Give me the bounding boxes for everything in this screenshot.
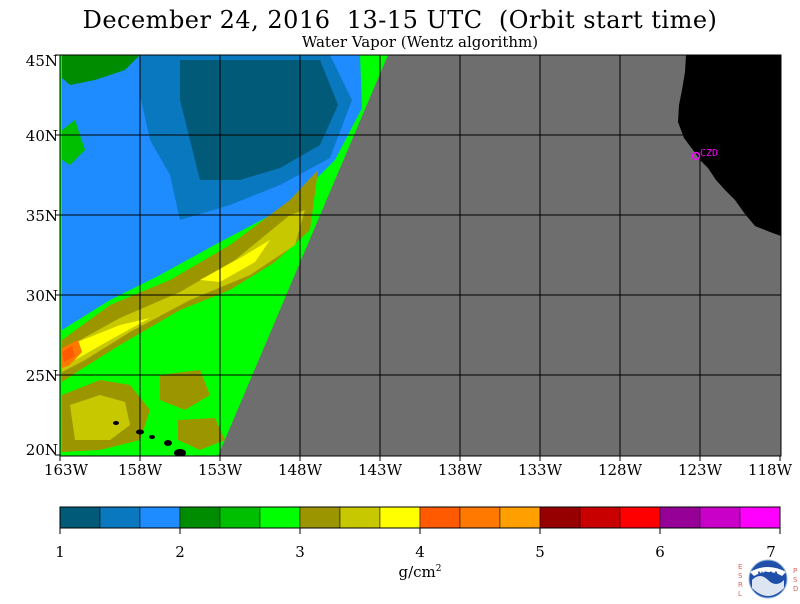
psd-letter-d: D [793, 585, 798, 593]
esrl-letters: E S R L [738, 563, 743, 598]
colorbar-tick-6: 6 [655, 543, 665, 561]
colorbar-swatch [59, 506, 101, 529]
colorbar-tick-5: 5 [535, 543, 545, 561]
colorbar-tick-1: 1 [55, 543, 65, 561]
colorbar-swatch [579, 506, 621, 529]
colorbar-swatch [259, 506, 301, 529]
colorbar-tick-7: 7 [766, 543, 776, 561]
lon-label-138w: 138W [437, 461, 483, 479]
lat-label-45n: 45N [25, 52, 58, 70]
colorbar-tick-2: 2 [175, 543, 185, 561]
colorbar-swatch [499, 506, 541, 529]
lat-label-40n: 40N [25, 127, 58, 145]
colorbar-tick-3: 3 [295, 543, 305, 561]
psd-letters: P S D [793, 567, 798, 593]
lon-label-128w: 128W [597, 461, 643, 479]
chart-subtitle: Water Vapor (Wentz algorithm) [301, 33, 539, 51]
lon-label-123w: 123W [677, 461, 723, 479]
land-mass [678, 55, 781, 236]
lon-label-158w: 158W [117, 461, 163, 479]
colorbar-swatch [139, 506, 181, 529]
lon-label-153w: 153W [197, 461, 243, 479]
colorbar-swatch [419, 506, 461, 529]
lat-label-20n: 20N [25, 441, 58, 459]
colorbar-swatch [699, 506, 741, 529]
noaa-logo-text: NOAA [758, 570, 779, 578]
lon-label-118w: 118W [747, 461, 793, 479]
colorbar-swatch [179, 506, 221, 529]
psd-letter-s: S [793, 576, 798, 584]
colorbar-swatch [379, 506, 421, 529]
colorbar-swatch [99, 506, 141, 529]
lon-label-133w: 133W [517, 461, 563, 479]
lat-label-35n: 35N [25, 207, 58, 225]
map-frame [59, 54, 782, 457]
lon-label-163w: 163W [43, 461, 89, 479]
esrl-letter-e: E [738, 563, 742, 571]
station-marker [691, 151, 701, 161]
colorbar-swatch [659, 506, 701, 529]
colorbar-swatch [459, 506, 501, 529]
colorbar-swatch [299, 506, 341, 529]
colorbar-units: g/cm2 [380, 563, 460, 581]
esrl-letter-r: R [738, 581, 743, 589]
esrl-letter-l: L [738, 590, 742, 598]
lon-label-148w: 148W [277, 461, 323, 479]
noaa-logo: E S R L P S D NOAA [736, 558, 800, 600]
esrl-letter-s: S [738, 572, 743, 580]
colorbar-swatch [619, 506, 661, 529]
units-base: g/cm [398, 563, 436, 581]
units-exponent: 2 [435, 564, 442, 574]
station-label: CZD [700, 148, 718, 159]
lon-label-143w: 143W [357, 461, 403, 479]
colorbar-swatch [219, 506, 261, 529]
colorbar [59, 506, 781, 534]
colorbar-tick-4: 4 [415, 543, 425, 561]
lat-lon-grid [55, 54, 781, 461]
lat-label-30n: 30N [25, 287, 58, 305]
colorbar-swatch [339, 506, 381, 529]
lat-label-25n: 25N [25, 367, 58, 385]
colorbar-swatch [739, 506, 781, 529]
map-field [60, 55, 781, 456]
psd-letter-p: P [793, 567, 797, 575]
chart-title: December 24, 2016 13-15 UTC (Orbit start… [82, 6, 718, 34]
colorbar-swatch [539, 506, 581, 529]
